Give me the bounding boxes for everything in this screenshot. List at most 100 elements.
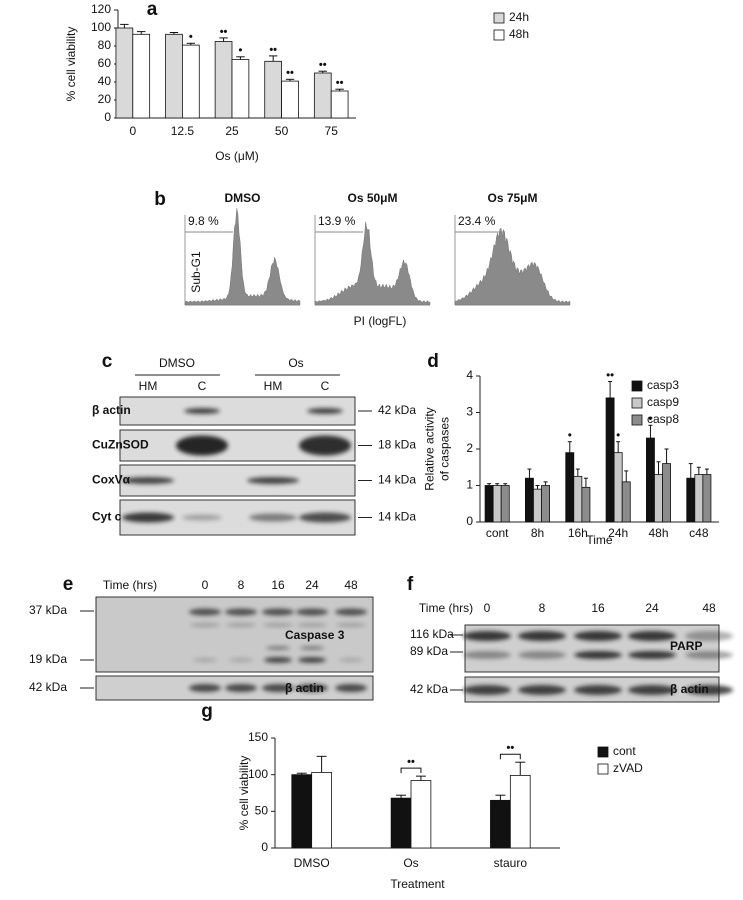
blot-band bbox=[182, 514, 222, 521]
size-label: 116 kDa bbox=[410, 627, 454, 641]
bar bbox=[613, 452, 623, 523]
error-bar bbox=[543, 481, 548, 486]
bar bbox=[165, 33, 183, 119]
legend-label: casp9 bbox=[647, 395, 679, 409]
bar bbox=[565, 452, 575, 523]
significance-marker: •• bbox=[506, 742, 514, 754]
error-bar bbox=[487, 483, 492, 486]
error-bar bbox=[268, 55, 278, 62]
blot-band bbox=[518, 685, 566, 695]
group-label: Os bbox=[288, 356, 303, 370]
x-tick-label: 0 bbox=[129, 124, 136, 138]
blot-band bbox=[262, 684, 294, 692]
significance-marker: •• bbox=[269, 44, 277, 56]
error-bar bbox=[285, 78, 295, 82]
blot-band bbox=[225, 684, 257, 692]
bar bbox=[581, 486, 591, 523]
y-tick-label: 0 bbox=[261, 840, 268, 854]
significance-marker: • bbox=[239, 45, 243, 57]
error-bar bbox=[219, 37, 228, 42]
y-tick-label: 3 bbox=[466, 405, 473, 419]
significance-marker: •• bbox=[606, 369, 614, 381]
blot-band bbox=[262, 608, 294, 616]
y-tick-label: 50 bbox=[255, 804, 269, 818]
blot-band bbox=[247, 477, 299, 484]
panel-letter: e bbox=[63, 574, 74, 595]
y-axis-label: % cell viability bbox=[64, 27, 78, 102]
bar bbox=[311, 772, 332, 849]
blot-band bbox=[518, 631, 566, 641]
blot-band bbox=[463, 651, 511, 659]
group-label: DMSO bbox=[159, 356, 195, 370]
error-bar bbox=[648, 424, 653, 439]
time-point: 8 bbox=[238, 578, 245, 592]
bar bbox=[541, 485, 550, 523]
error-bar bbox=[396, 794, 407, 799]
protein-label: β actin bbox=[285, 681, 324, 695]
blot-band bbox=[685, 651, 733, 659]
x-tick-label: 12.5 bbox=[171, 124, 195, 138]
blot-band bbox=[685, 685, 733, 695]
panel-letter: b bbox=[154, 189, 166, 210]
blot-band bbox=[336, 623, 366, 627]
blot-band bbox=[189, 608, 221, 616]
blot-band bbox=[296, 608, 328, 616]
y-axis-label: % cell viability bbox=[237, 756, 251, 831]
lane-label: C bbox=[198, 379, 207, 393]
y-tick-label: 100 bbox=[248, 767, 268, 781]
blot-band bbox=[335, 684, 367, 692]
row-label: CuZnSOD bbox=[92, 438, 149, 452]
bar bbox=[694, 474, 704, 523]
lane-label: C bbox=[321, 379, 330, 393]
blot-band bbox=[184, 408, 220, 414]
x-tick-label: c48 bbox=[689, 526, 709, 540]
error-bar bbox=[535, 485, 540, 490]
error-bar bbox=[169, 32, 179, 35]
blot-band bbox=[463, 631, 511, 641]
legend-label: 48h bbox=[509, 27, 529, 41]
bar bbox=[281, 80, 299, 119]
row-label: β actin bbox=[92, 403, 131, 417]
y-axis-label: of caspases bbox=[438, 417, 452, 481]
flow-title: DMSO bbox=[225, 191, 261, 205]
legend-swatch bbox=[597, 746, 609, 758]
time-point: 16 bbox=[591, 601, 605, 615]
blot-band bbox=[628, 631, 676, 641]
legend-swatch bbox=[597, 763, 609, 775]
blot-band bbox=[263, 623, 293, 627]
blot-band bbox=[518, 651, 566, 659]
legend-swatch bbox=[631, 397, 643, 409]
significance-marker: •• bbox=[286, 67, 294, 79]
blot-band bbox=[299, 512, 351, 523]
blot-band bbox=[176, 435, 228, 456]
bar bbox=[500, 485, 510, 523]
size-label: 42 kDa bbox=[29, 680, 67, 694]
bar bbox=[525, 477, 534, 523]
error-bar bbox=[567, 441, 572, 453]
significance-marker: •• bbox=[407, 756, 415, 768]
error-bar bbox=[296, 772, 307, 775]
flow-histogram bbox=[184, 208, 301, 306]
time-point: 0 bbox=[484, 601, 491, 615]
bar bbox=[509, 775, 531, 849]
blot-band bbox=[463, 685, 511, 695]
row-label: Cyt c bbox=[92, 510, 122, 524]
size-label: 42 kDa bbox=[410, 682, 448, 696]
y-tick-label: 0 bbox=[104, 110, 111, 124]
legend-swatch bbox=[493, 29, 505, 41]
blot-band bbox=[574, 631, 622, 641]
y-tick-label: 1 bbox=[466, 478, 473, 492]
bar bbox=[390, 797, 412, 849]
blot-band bbox=[307, 408, 343, 414]
error-bar bbox=[415, 775, 426, 781]
time-label: Time (hrs) bbox=[419, 601, 473, 615]
bar bbox=[654, 474, 663, 523]
error-bar bbox=[503, 483, 508, 486]
x-tick-label: Os bbox=[403, 856, 418, 870]
bar bbox=[646, 437, 655, 523]
significance-marker: • bbox=[568, 430, 572, 442]
y-tick-label: 150 bbox=[248, 730, 268, 744]
significance-marker: •• bbox=[336, 77, 344, 89]
x-tick-label: 24h bbox=[608, 526, 628, 540]
